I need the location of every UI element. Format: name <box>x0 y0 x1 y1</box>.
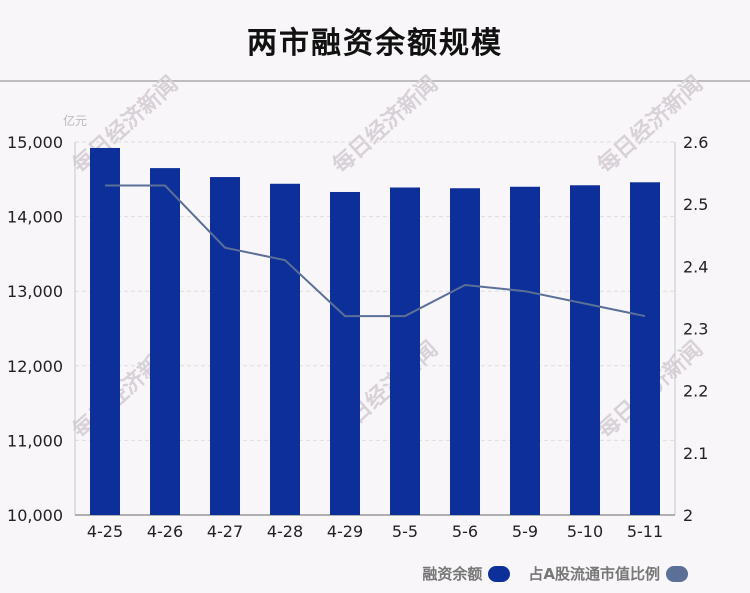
y-left-tick-label: 13,000 <box>7 282 63 301</box>
y-left-tick-label: 14,000 <box>7 208 63 227</box>
legend: 融资余额 占A股流通市值比例 <box>404 563 688 584</box>
bar <box>150 168 180 516</box>
x-tick-label: 5-5 <box>392 522 418 541</box>
y-right-tick-label: 2.5 <box>683 195 708 214</box>
bar-series <box>90 147 660 516</box>
chart-title: 两市融资余额规模 <box>247 26 503 61</box>
x-tick-label: 4-26 <box>147 522 183 541</box>
x-tick-label: 4-29 <box>327 522 363 541</box>
bar <box>450 188 480 515</box>
line-series <box>105 184 646 318</box>
x-tick-label: 5-10 <box>567 522 603 541</box>
y-left-tick-label: 15,000 <box>7 133 63 152</box>
bar <box>330 191 360 515</box>
x-tick-label: 5-6 <box>452 522 478 541</box>
y-left-unit-label: 亿元 <box>63 113 87 128</box>
legend-item-balance: 融资余额 <box>422 563 511 584</box>
axis-labels: 10,000 11,000 12,000 13,000 14,000 15,000 2 2.1… <box>7 113 708 541</box>
x-tick-label: 4-25 <box>87 522 123 541</box>
x-tick-label: 5-9 <box>512 522 538 541</box>
y-right-tick-label: 2.6 <box>683 133 708 152</box>
bar <box>270 183 300 515</box>
legend-label-balance: 融资余额 <box>422 565 483 583</box>
bar <box>630 182 660 515</box>
x-tick-label: 5-11 <box>627 522 663 541</box>
ratio-line <box>105 184 646 318</box>
bar <box>570 185 600 515</box>
legend-label-ratio: 占A股流通市值比例 <box>528 565 660 583</box>
y-right-tick-label: 2.1 <box>683 444 708 463</box>
y-left-tick-label: 12,000 <box>7 357 63 376</box>
x-tick-label: 4-27 <box>207 522 243 541</box>
watermark-text: 每日经济新闻 <box>593 71 709 179</box>
y-left-tick-label: 11,000 <box>7 431 63 450</box>
y-left-tick-label: 10,000 <box>7 506 63 525</box>
x-tick-label: 4-28 <box>267 522 303 541</box>
y-right-tick-label: 2.4 <box>683 257 708 276</box>
bar <box>510 186 540 515</box>
bar <box>210 177 240 515</box>
bar <box>90 147 120 515</box>
legend-swatch-balance <box>488 565 511 582</box>
legend-item-ratio: 占A股流通市值比例 <box>528 563 688 584</box>
y-right-tick-label: 2 <box>683 506 693 525</box>
y-right-tick-label: 2.3 <box>683 320 708 339</box>
y-right-tick-label: 2.2 <box>683 382 708 401</box>
legend-swatch-ratio <box>666 565 688 582</box>
watermark-text: 每日经济新闻 <box>328 71 444 179</box>
title-divider <box>0 80 750 82</box>
bar <box>390 187 420 516</box>
